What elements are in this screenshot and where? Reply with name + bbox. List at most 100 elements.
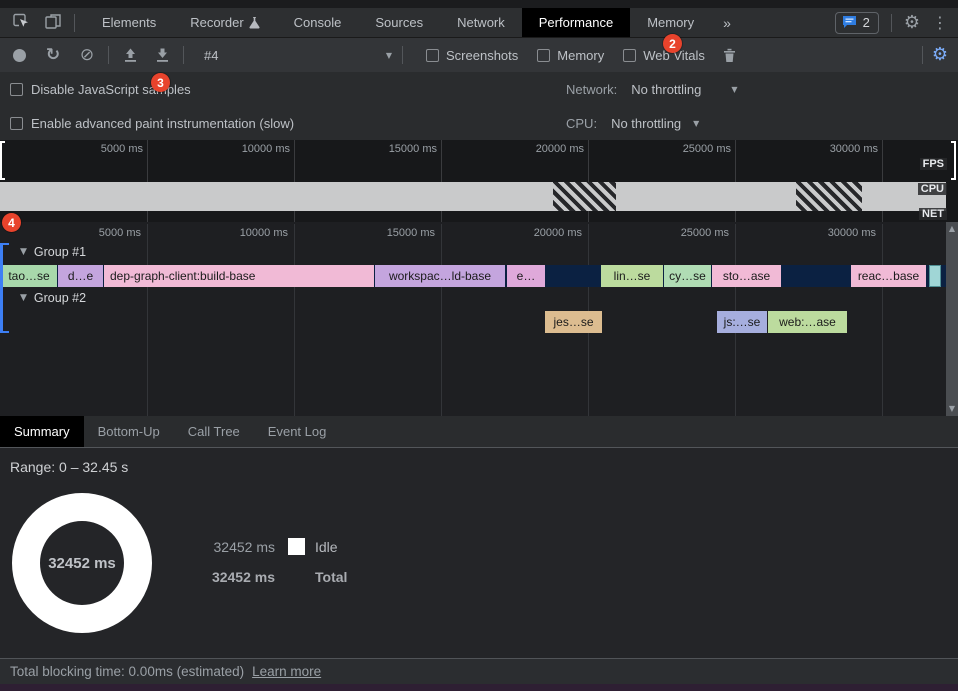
tab-performance[interactable]: Performance — [521, 8, 631, 37]
overview-tick-label: 20000 ms — [535, 143, 584, 155]
chevron-down-icon: ▼ — [731, 84, 738, 94]
tab-elements[interactable]: Elements — [85, 8, 173, 37]
flame-bar[interactable]: dep-graph-client:build-base — [104, 265, 374, 287]
tab-recorder[interactable]: Recorder — [173, 8, 276, 37]
overview-gridline — [441, 140, 442, 222]
summary-panel: Range: 0 – 32.45 s 32452 ms 32452 ms Idle… — [0, 448, 958, 658]
flame-bar-label: cy…se — [669, 269, 706, 283]
tab-console[interactable]: Console — [277, 8, 359, 37]
total-blocking-time-text: Total blocking time: 0.00ms (estimated) — [10, 664, 245, 679]
group-label: Group #2 — [33, 291, 87, 305]
record-button[interactable] — [6, 42, 32, 68]
cpu-throttling-control[interactable]: CPU: No throttling ▼ — [566, 116, 699, 131]
group-header-2[interactable]: ▼ Group #2 — [20, 291, 86, 305]
details-tab-call-tree[interactable]: Call Tree — [187, 424, 240, 439]
network-throttling-control[interactable]: Network: No throttling ▼ — [566, 82, 738, 97]
flame-chart[interactable]: 5000 ms 10000 ms 15000 ms 20000 ms 25000 ms 3… — [0, 222, 958, 416]
checkbox-label: Screenshots — [446, 47, 519, 63]
toolbar-divider-4 — [921, 46, 923, 64]
chevron-down-icon: ▼ — [693, 118, 700, 128]
history-dropdown[interactable]: #4 ▼ — [204, 48, 392, 63]
flame-bar[interactable]: d…e — [58, 265, 103, 287]
load-profile-button[interactable] — [117, 42, 143, 68]
overview-cpu-track — [0, 182, 946, 211]
issues-counter-button[interactable]: 2 — [834, 11, 879, 34]
tab-label: Memory — [647, 15, 695, 30]
overview-tick-label: 15000 ms — [388, 143, 437, 155]
flame-tick-label: 20000 ms — [533, 227, 582, 239]
details-tab-bottom-up[interactable]: Bottom-Up — [97, 424, 160, 439]
flame-gridline — [294, 224, 295, 416]
details-tab-event-log[interactable]: Event Log — [267, 424, 327, 439]
collapse-triangle-icon[interactable]: ▼ — [20, 293, 27, 303]
flame-bar-label: js:…se — [723, 315, 761, 329]
group-header-1[interactable]: ▼ Group #1 — [20, 245, 86, 259]
upload-icon — [124, 48, 136, 62]
flame-bar[interactable]: e… — [507, 265, 545, 287]
issues-count: 2 — [862, 15, 870, 30]
flame-bar[interactable]: lin…se — [601, 265, 663, 287]
flame-scrollbar[interactable]: ▲ ▼ — [946, 222, 958, 416]
checkbox-label: Memory — [557, 47, 605, 63]
clear-button[interactable]: ⊘ — [74, 42, 100, 68]
overview-right-handle[interactable] — [951, 141, 956, 180]
kebab-menu-icon[interactable]: ⋮ — [932, 13, 948, 32]
tab-label: Recorder — [190, 15, 244, 30]
cpu-busy-hatch — [796, 182, 862, 211]
flame-bar-label: sto…ase — [722, 269, 771, 283]
donut-total-label: 32452 ms — [48, 554, 116, 572]
flame-bar-label: lin…se — [613, 269, 651, 283]
flame-bar-label: web:…ase — [779, 315, 836, 329]
tab-network[interactable]: Network — [440, 8, 522, 37]
disable-js-samples-checkbox[interactable] — [10, 82, 23, 96]
checkbox-screenshots[interactable]: Screenshots — [426, 48, 518, 63]
checkbox-memory[interactable]: Memory — [537, 48, 604, 63]
checkbox-label: Web Vitals — [643, 47, 705, 63]
tab-memory[interactable]: Memory — [630, 8, 711, 37]
chat-icon — [842, 15, 857, 31]
save-profile-button[interactable] — [149, 42, 175, 68]
capture-settings-gear-icon[interactable]: ⚙ — [931, 44, 948, 65]
memory-checkbox-box[interactable] — [537, 48, 551, 62]
checkbox-web-vitals[interactable]: Web Vitals — [623, 48, 705, 63]
track-label-cpu: CPU — [917, 183, 947, 195]
overview-left-handle[interactable] — [0, 141, 5, 180]
flame-bar[interactable] — [929, 265, 941, 287]
scroll-up-icon[interactable]: ▲ — [948, 224, 956, 233]
paint-instrumentation-checkbox[interactable] — [10, 116, 23, 130]
flame-bar-label: jes…se — [553, 315, 594, 329]
flame-bar[interactable]: jes…se — [545, 311, 602, 333]
flame-bar[interactable]: reac…base — [851, 265, 926, 287]
learn-more-link[interactable]: Learn more — [252, 664, 322, 679]
inspect-element-icon[interactable] — [12, 13, 30, 33]
settings-gear-icon[interactable]: ⚙ — [903, 11, 920, 33]
cpu-throttling-value: No throttling — [611, 115, 682, 131]
flame-bar[interactable]: js:…se — [717, 311, 767, 333]
timeline-overview[interactable]: 5000 ms 10000 ms 15000 ms 20000 ms 25000 ms 3… — [0, 140, 958, 222]
scroll-down-icon[interactable]: ▼ — [948, 404, 956, 413]
flame-bar-label: tao…se — [8, 269, 50, 283]
tabbar-right-icons: 2 ⚙ ⋮ — [834, 8, 958, 37]
annotation-badge-2: 2 — [663, 34, 682, 53]
more-tabs-button[interactable]: » — [711, 8, 743, 37]
status-bar: Total blocking time: 0.00ms (estimated) … — [0, 658, 958, 684]
network-throttling-value: No throttling — [631, 81, 702, 97]
selected-group-bracket — [0, 243, 9, 333]
collapse-triangle-icon[interactable]: ▼ — [20, 247, 27, 257]
flame-bar[interactable]: workspac…ld-base — [375, 265, 505, 287]
device-toolbar-icon[interactable] — [44, 13, 62, 33]
reload-and-record-button[interactable]: ↻ — [40, 42, 66, 68]
flame-bar[interactable]: sto…ase — [712, 265, 781, 287]
web-vitals-checkbox-box[interactable] — [623, 48, 637, 62]
legend-label: Idle — [315, 538, 338, 555]
flame-bar[interactable]: tao…se — [1, 265, 57, 287]
legend-swatch — [288, 538, 305, 555]
delete-recording-button[interactable] — [717, 42, 743, 68]
details-tab-summary[interactable]: Summary — [0, 416, 84, 447]
flame-bar-label: reac…base — [857, 269, 920, 283]
tab-sources[interactable]: Sources — [358, 8, 440, 37]
flame-bar[interactable]: web:…ase — [768, 311, 847, 333]
screenshots-checkbox-box[interactable] — [426, 48, 439, 62]
flame-bar[interactable]: cy…se — [664, 265, 711, 287]
